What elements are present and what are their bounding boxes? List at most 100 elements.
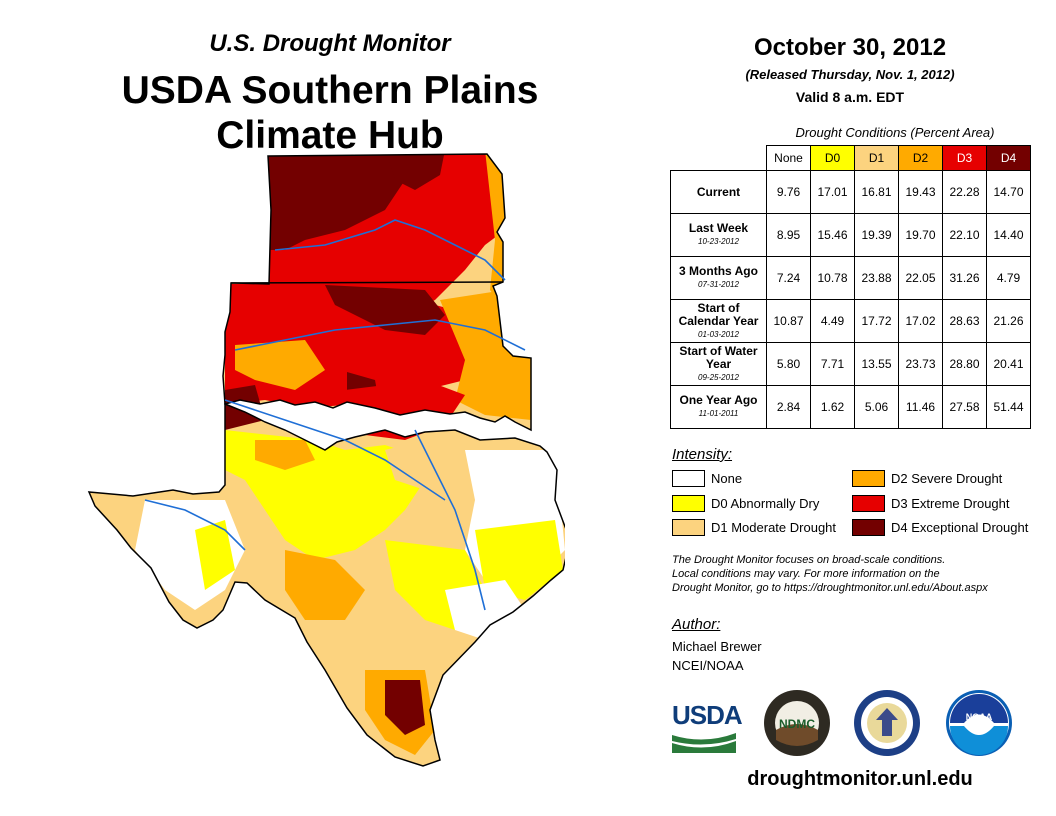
table-cell: 22.28 xyxy=(942,170,987,214)
note-line: The Drought Monitor focuses on broad-sca… xyxy=(672,554,946,566)
map-subtitle: U.S. Drought Monitor xyxy=(209,30,451,57)
table-cell: 20.41 xyxy=(986,342,1031,386)
row-label-date: 10-23-2012 xyxy=(698,237,739,246)
legend-label: D1 Moderate Drought xyxy=(711,520,837,535)
title-line-2: Climate Hub xyxy=(216,114,444,157)
row-label-main: Start of Water Year xyxy=(679,343,758,371)
table-cell: 11.46 xyxy=(898,385,943,429)
col-header: D0 xyxy=(810,145,855,171)
table-cell: 13.55 xyxy=(854,342,899,386)
table-cell: 27.58 xyxy=(942,385,987,429)
table-cell: 19.43 xyxy=(898,170,943,214)
valid-time: Valid 8 a.m. EDT xyxy=(795,89,905,105)
author-org: NCEI/NOAA xyxy=(672,658,744,673)
note-line: Local conditions may vary. For more info… xyxy=(672,568,940,580)
table-cell: 22.05 xyxy=(898,256,943,300)
author-name: Michael Brewer xyxy=(672,639,762,654)
row-label-date: 11-01-2011 xyxy=(698,409,739,418)
noaa-bird-icon: NOAA xyxy=(949,693,1009,755)
table-cell: 31.26 xyxy=(942,256,987,300)
table-cell: 14.40 xyxy=(986,213,1031,257)
author-block: Michael Brewer NCEI/NOAA xyxy=(672,637,762,675)
table-cell: 1.62 xyxy=(810,385,855,429)
legend-item-d2: D2 Severe Drought xyxy=(852,470,1002,487)
map-title: USDA Southern Plains Climate Hub xyxy=(60,68,600,158)
legend-item-none: None xyxy=(672,470,742,487)
table-cell: 22.10 xyxy=(942,213,987,257)
legend-swatch xyxy=(852,519,885,536)
author-title: Author: xyxy=(672,616,721,633)
ndmc-seal-icon: NDMC xyxy=(775,701,819,746)
legend-swatch xyxy=(852,495,885,512)
row-label: One Year Ago 11-01-2011 xyxy=(670,385,767,429)
table-cell: 9.76 xyxy=(766,170,811,214)
table-row: 3 Months Ago 07-31-2012 7.24 10.78 23.88 … xyxy=(670,256,1031,300)
footer-url[interactable]: droughtmonitor.unl.edu xyxy=(747,768,973,790)
table-cell: 28.63 xyxy=(942,299,987,343)
table-row: Start of Water Year 09-25-2012 5.80 7.71 … xyxy=(670,342,1031,386)
row-label: Last Week 10-23-2012 xyxy=(670,213,767,257)
legend-item-d4: D4 Exceptional Drought xyxy=(852,519,1028,536)
row-label: Current xyxy=(670,170,767,214)
commerce-seal-logo xyxy=(854,690,920,756)
table-cell: 5.80 xyxy=(766,342,811,386)
legend-item-d1: D1 Moderate Drought xyxy=(672,519,836,536)
noaa-logo-text: NOAA xyxy=(966,712,993,722)
drought-map xyxy=(87,153,565,767)
usda-logo: USDA xyxy=(672,700,743,758)
legend-title: Intensity: xyxy=(672,446,733,463)
row-label-main: Start of Calendar Year xyxy=(678,300,759,328)
col-header: D1 xyxy=(854,145,899,171)
col-header: D4 xyxy=(986,145,1031,171)
monitor-note: The Drought Monitor focuses on broad-sca… xyxy=(672,553,1042,595)
row-label-date: 09-25-2012 xyxy=(698,372,739,382)
legend-item-d0: D0 Abnormally Dry xyxy=(672,495,819,512)
table-cell: 15.46 xyxy=(810,213,855,257)
row-label: Start of Water Year 09-25-2012 xyxy=(670,342,767,386)
row-label-main: Current xyxy=(696,184,741,199)
table-cell: 7.24 xyxy=(766,256,811,300)
table-cell: 14.70 xyxy=(986,170,1031,214)
col-header: D2 xyxy=(898,145,943,171)
release-date: (Released Thursday, Nov. 1, 2012) xyxy=(745,67,955,82)
row-label-date: 01-03-2012 xyxy=(698,329,739,339)
legend-label: None xyxy=(711,471,743,486)
legend-swatch xyxy=(672,519,705,536)
legend-label: D2 Severe Drought xyxy=(891,471,1003,486)
legend-item-d3: D3 Extreme Drought xyxy=(852,495,1010,512)
row-label-main: Last Week xyxy=(688,221,749,235)
row-label-main: 3 Months Ago xyxy=(679,264,758,278)
row-label: Start of Calendar Year 01-03-2012 xyxy=(670,299,767,343)
table-cell: 7.71 xyxy=(810,342,855,386)
table-cell: 21.26 xyxy=(986,299,1031,343)
col-header: D3 xyxy=(942,145,987,171)
row-label-main: One Year Ago xyxy=(679,393,758,407)
table-cell: 2.84 xyxy=(766,385,811,429)
noaa-logo: NOAA xyxy=(946,690,1012,756)
table-cell: 16.81 xyxy=(854,170,899,214)
table-cell: 23.73 xyxy=(898,342,943,386)
table-row: Start of Calendar Year 01-03-2012 10.87 4… xyxy=(670,299,1031,343)
row-label: 3 Months Ago 07-31-2012 xyxy=(670,256,767,300)
table-row: Last Week 10-23-2012 8.95 15.46 19.39 19.… xyxy=(670,213,1031,257)
table-cell: 8.95 xyxy=(766,213,811,257)
table-cell: 19.39 xyxy=(854,213,899,257)
legend-swatch xyxy=(672,495,705,512)
col-header: None xyxy=(766,145,811,171)
title-line-1: USDA Southern Plains xyxy=(121,69,539,112)
map-date: October 30, 2012 xyxy=(753,34,947,61)
table-cell: 17.02 xyxy=(898,299,943,343)
legend-label: D4 Exceptional Drought xyxy=(891,520,1029,535)
legend-swatch xyxy=(852,470,885,487)
conditions-table: None D0 D1 D2 D3 D4 Current 9.76 17.01 1… xyxy=(670,145,1031,429)
conditions-caption: Drought Conditions (Percent Area) xyxy=(795,125,995,140)
table-cell: 23.88 xyxy=(854,256,899,300)
usda-logo-text: USDA xyxy=(672,700,743,730)
table-cell: 4.79 xyxy=(986,256,1031,300)
table-cell: 10.87 xyxy=(766,299,811,343)
table-cell: 17.01 xyxy=(810,170,855,214)
table-cell: 17.72 xyxy=(854,299,899,343)
eagle-seal-icon xyxy=(861,697,913,749)
table-row: Current 9.76 17.01 16.81 19.43 22.28 14.… xyxy=(670,170,1031,214)
table-cell: 4.49 xyxy=(810,299,855,343)
